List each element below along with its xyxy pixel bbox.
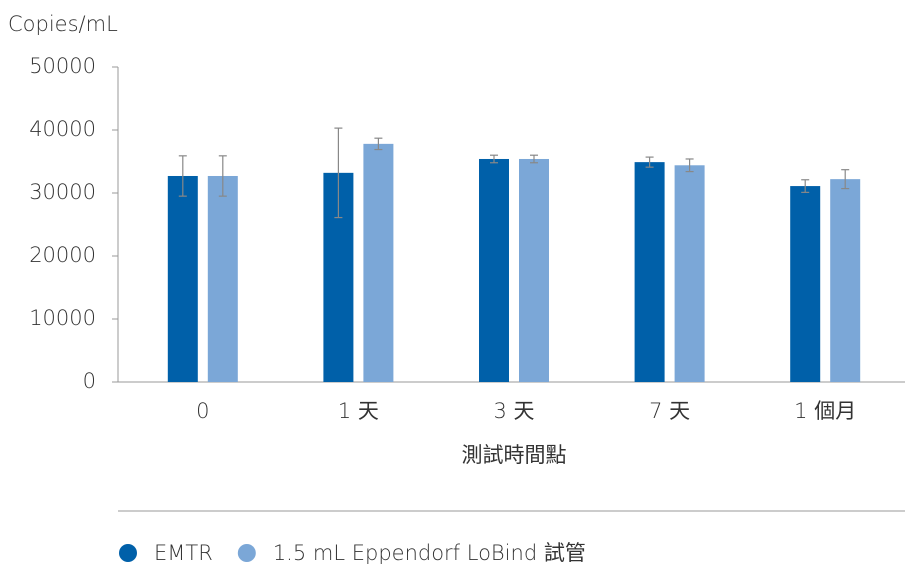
bar xyxy=(519,158,549,382)
y-tick-label: 20000 xyxy=(29,243,96,267)
error-bar xyxy=(530,154,538,164)
error-bar xyxy=(645,156,654,168)
bar xyxy=(790,186,821,382)
error-bar xyxy=(218,155,227,197)
y-tick-label: 10000 xyxy=(29,306,96,330)
y-tick-label: 40000 xyxy=(29,117,96,141)
y-tick-label: 30000 xyxy=(29,180,96,204)
bar xyxy=(674,165,705,382)
bar xyxy=(479,158,509,382)
error-bar xyxy=(178,155,187,197)
bar xyxy=(634,162,665,382)
x-tick-label: 1 個月 xyxy=(794,399,856,423)
x-axis-label: 測試時間點 xyxy=(462,443,567,467)
error-bar xyxy=(685,158,694,173)
bar xyxy=(207,175,238,382)
error-bar xyxy=(490,154,498,164)
x-tick-label: 1 天 xyxy=(338,399,379,423)
x-tick-label: 0 xyxy=(196,399,209,423)
error-bar xyxy=(374,137,383,151)
y-tick-label: 50000 xyxy=(29,54,96,78)
error-bar xyxy=(841,169,850,190)
y-axis-label: Copies/mL xyxy=(8,12,118,36)
error-bar xyxy=(334,127,343,219)
legend-label: EMTR xyxy=(154,541,213,565)
bar xyxy=(830,179,861,382)
y-tick-label: 0 xyxy=(83,369,96,393)
legend-marker xyxy=(119,544,137,562)
error-bar xyxy=(801,179,810,193)
bar xyxy=(167,175,198,382)
bar xyxy=(363,143,394,382)
legend-marker xyxy=(237,544,256,562)
x-tick-label: 7 天 xyxy=(649,399,690,423)
x-tick-label: 3 天 xyxy=(493,399,534,423)
legend-label: 1.5 mL Eppendorf LoBind 試管 xyxy=(273,541,586,565)
